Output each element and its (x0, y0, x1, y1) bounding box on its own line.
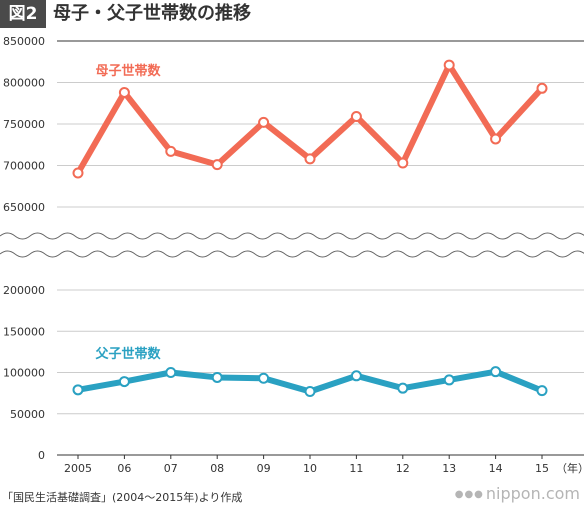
line-chart: 650000 700000 750000 800000 850000 0 50000 1000… (0, 35, 584, 475)
y-tick-label: 700000 (3, 160, 45, 173)
brand-dots-icon: ●●● (454, 489, 484, 500)
data-point (211, 159, 223, 171)
data-point (118, 376, 130, 388)
y-tick-label: 200000 (3, 284, 45, 297)
data-point (536, 82, 548, 94)
data-point (118, 86, 130, 98)
y-tick-label: 650000 (3, 201, 45, 214)
axis-break-wave (0, 232, 584, 240)
data-point (304, 153, 316, 165)
data-point (165, 367, 177, 378)
data-point (443, 59, 455, 71)
source-note: 「国民生活基礎調査」(2004～2015年)より作成 (2, 491, 243, 504)
x-tick-label: 12 (396, 462, 410, 475)
axis-break-wave (0, 250, 584, 258)
chart-title: 母子・父子世帯数の推移 (53, 3, 251, 24)
y-tick-label: 0 (38, 449, 45, 462)
data-point (304, 385, 316, 397)
x-tick-label: 11 (349, 462, 363, 475)
y-tick-label: 850000 (3, 35, 45, 48)
brand-text: nippon.com (485, 484, 580, 503)
data-point (350, 111, 362, 123)
data-point (258, 372, 270, 384)
x-axis-unit: （年） (556, 461, 584, 475)
data-point (165, 145, 177, 157)
brand-logo: ●●● nippon.com (455, 484, 580, 503)
data-point (490, 366, 502, 378)
x-tick-label: 08 (210, 462, 224, 475)
x-tick-label: 13 (442, 462, 456, 475)
data-point (350, 370, 362, 382)
y-tick-label: 50000 (10, 408, 45, 421)
x-tick-label: 10 (303, 462, 317, 475)
y-tick-label: 750000 (3, 118, 45, 131)
data-point (72, 384, 84, 396)
data-point (490, 133, 502, 145)
data-point (536, 385, 548, 397)
data-point (397, 382, 409, 394)
x-tick-label: 15 (535, 462, 549, 475)
data-point (443, 374, 455, 386)
x-tick-label: 2005 (64, 462, 92, 475)
y-tick-label: 100000 (3, 367, 45, 380)
y-tick-label: 800000 (3, 77, 45, 90)
x-tick-label: 14 (489, 462, 503, 475)
y-tick-label: 150000 (3, 325, 45, 338)
figure-number-badge: 図2 (0, 0, 46, 28)
data-point (258, 116, 270, 128)
data-point (211, 371, 223, 383)
x-tick-label: 06 (117, 462, 131, 475)
series-label: 父子世帯数 (94, 346, 161, 362)
figure-header: 図2 母子・父子世帯数の推移 (0, 0, 584, 28)
x-tick-label: 07 (164, 462, 178, 475)
data-point (72, 167, 84, 179)
series-label: 母子世帯数 (95, 63, 161, 79)
data-point (397, 157, 409, 169)
x-tick-label: 09 (257, 462, 271, 475)
